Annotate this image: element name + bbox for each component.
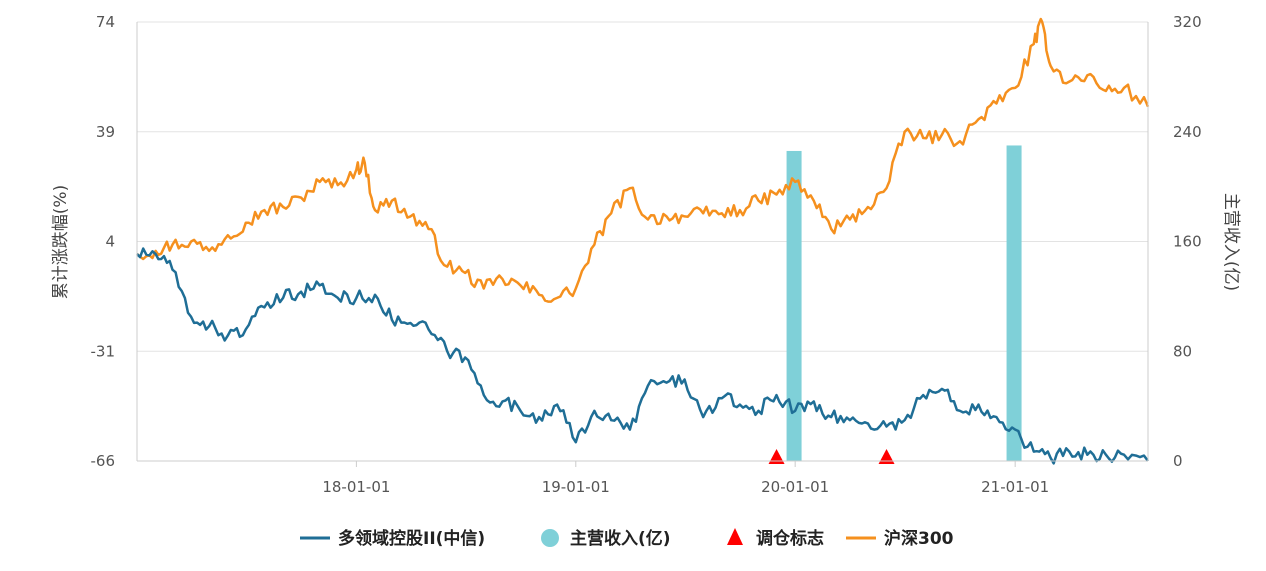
legend-item-revenue[interactable]: 主营收入(亿) (541, 528, 671, 549)
hs300-line (136, 17, 1150, 303)
revenue-bar (786, 150, 802, 462)
revenue-bar (1006, 145, 1022, 461)
legend-circle-revenue-icon (541, 529, 559, 547)
x-tick-label: 18-01-01 (322, 478, 390, 496)
y-right-tick-label: 80 (1173, 342, 1192, 360)
axes: 74 39 4 -31 -66 320 240 160 80 0 18-01-01 19-01-01 2… (91, 13, 1202, 496)
x-tick-label: 19-01-01 (542, 478, 610, 496)
legend-item-sector[interactable]: 多领域控股II(中信) (300, 528, 485, 549)
y-right-tick-label: 0 (1173, 452, 1183, 470)
legend-triangle-marker-icon (727, 528, 743, 545)
rebalance-marker (768, 449, 785, 464)
legend-label-marker: 调仓标志 (756, 528, 824, 549)
rebalance-markers (768, 449, 895, 464)
rebalance-marker (878, 449, 895, 464)
legend-item-hs300[interactable]: 沪深300 (846, 528, 954, 549)
sector-index-line (136, 247, 1150, 465)
revenue-bars (786, 145, 1022, 462)
y-left-tick-label: -31 (91, 342, 116, 360)
y-left-tick-label: 74 (96, 13, 115, 31)
y-right-tick-label: 320 (1173, 13, 1202, 31)
y-left-tick-label: 4 (105, 233, 115, 251)
y-right-axis-title: 主营收入(亿) (1221, 193, 1241, 291)
x-tick-label: 21-01-01 (981, 478, 1049, 496)
legend: 多领域控股II(中信) 主营收入(亿) 调仓标志 沪深300 (300, 528, 954, 549)
x-tick-label: 20-01-01 (761, 478, 829, 496)
series-lines (136, 17, 1150, 465)
grid-lines (137, 21, 1148, 352)
y-left-axis-title: 累计涨跌幅(%) (51, 185, 71, 299)
legend-label-revenue: 主营收入(亿) (570, 528, 671, 549)
legend-label-hs300: 沪深300 (884, 528, 954, 549)
y-left-tick-label: 39 (96, 123, 115, 141)
y-left-tick-label: -66 (91, 452, 116, 470)
legend-label-sector: 多领域控股II(中信) (338, 528, 485, 549)
y-right-tick-label: 240 (1173, 123, 1202, 141)
legend-item-marker[interactable]: 调仓标志 (727, 528, 824, 549)
y-right-tick-label: 160 (1173, 233, 1202, 251)
